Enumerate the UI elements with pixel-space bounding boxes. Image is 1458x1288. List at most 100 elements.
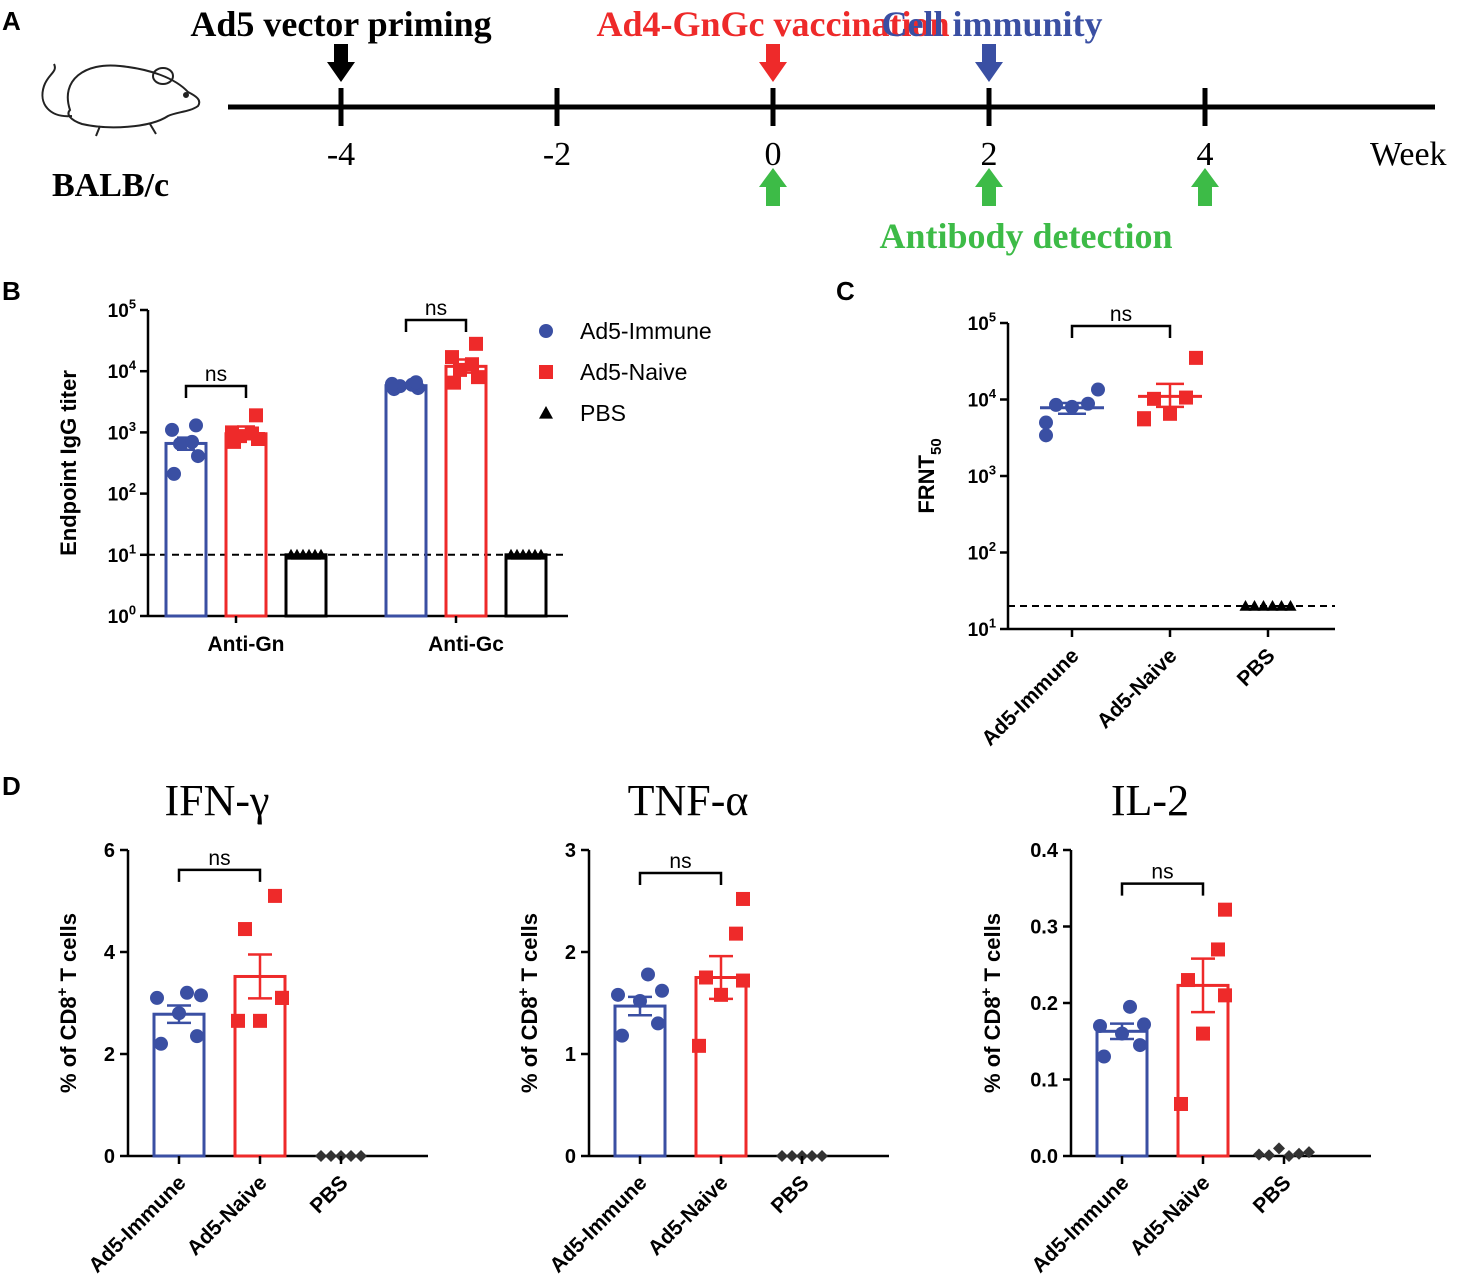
x-tick-label: PBS — [306, 1171, 353, 1218]
data-point — [1239, 599, 1252, 611]
data-point — [325, 1150, 337, 1162]
y-tick-label: 3 — [565, 840, 576, 862]
data-point — [776, 1150, 788, 1162]
data-point — [1049, 397, 1063, 412]
x-tick-label: Ad5-Naive — [183, 1171, 272, 1260]
y-tick-label: 0 — [565, 1146, 576, 1168]
antibody-detection-arrow — [759, 168, 787, 206]
panel-b-igg-titer: 100 101 102 103 104 105 Endpoint IgG titer Anti… — [56, 296, 712, 656]
data-point — [1266, 599, 1279, 611]
data-point — [471, 370, 485, 385]
timeline-tick-label: -2 — [543, 136, 571, 173]
data-point — [315, 1150, 327, 1162]
data-point — [1147, 391, 1161, 406]
bar-ad5-naive — [444, 364, 488, 618]
data-point — [611, 987, 625, 1002]
significance-label: ns — [1110, 303, 1132, 326]
y-axis-title: Endpoint IgG titer — [56, 370, 81, 556]
significance-bracket — [184, 384, 248, 398]
y-tick-label: 0.1 — [1030, 1070, 1058, 1092]
significance-label: ns — [205, 363, 227, 386]
data-point — [1065, 399, 1079, 414]
data-point — [385, 376, 399, 391]
legend-marker — [539, 365, 553, 379]
legend-label: Ad5-Immune — [580, 318, 712, 344]
data-point — [1283, 1150, 1295, 1162]
x-tick-label: PBS — [1249, 1171, 1296, 1218]
chart-title: TNF-α — [628, 776, 749, 825]
data-point — [651, 1016, 665, 1031]
cell-immunity-arrow — [975, 44, 1003, 82]
data-point — [409, 375, 423, 390]
data-point — [1284, 599, 1297, 611]
x-tick-label: Ad5-Immune — [84, 1171, 190, 1277]
data-point — [447, 375, 461, 390]
y-tick-label: 0 — [104, 1146, 115, 1168]
y-tick-label: 105 — [108, 296, 136, 322]
data-point — [194, 988, 208, 1003]
y-tick-label: 0.2 — [1030, 993, 1058, 1015]
significance-bracket — [1070, 324, 1172, 338]
data-point — [180, 985, 194, 1000]
data-point — [1303, 1146, 1315, 1159]
significance-label: ns — [208, 847, 230, 870]
data-point — [1137, 411, 1151, 426]
vaccination-label: Ad4-GnGc vaccination — [596, 4, 949, 44]
data-point — [453, 362, 467, 377]
data-point — [692, 1038, 706, 1053]
data-point — [445, 350, 459, 365]
panel-c-frnt50: 101 102 103 104 105 FRNT50 Ad5-Immune Ad5-Naive… — [914, 303, 1335, 750]
data-point — [1218, 902, 1232, 917]
data-point — [167, 466, 181, 481]
y-tick-label: 1 — [565, 1044, 576, 1066]
y-axis-title: % of CD8+ T cells — [54, 913, 81, 1093]
data-point — [1093, 1018, 1107, 1033]
data-point — [806, 1150, 818, 1162]
data-point — [1257, 599, 1270, 611]
y-tick-label: 101 — [968, 615, 996, 641]
data-point — [465, 357, 479, 372]
data-point — [275, 990, 289, 1005]
data-point — [253, 1013, 267, 1028]
y-tick-label: 2 — [104, 1044, 115, 1066]
panel-label-b: B — [2, 276, 21, 306]
y-tick-label: 6 — [104, 840, 115, 862]
data-point — [615, 1028, 629, 1043]
timeline-tick-label: 4 — [1197, 136, 1214, 173]
data-point — [1137, 1017, 1151, 1032]
mouse-icon — [41, 63, 201, 137]
y-tick-label: 0.0 — [1030, 1146, 1058, 1168]
data-point — [185, 434, 199, 449]
data-point — [154, 1036, 168, 1051]
data-point — [535, 548, 547, 560]
y-tick-label: 0.4 — [1030, 840, 1059, 862]
timeline-tick-label: 2 — [981, 136, 998, 173]
y-axis-title: % of CD8+ T cells — [978, 913, 1005, 1093]
y-tick-label: 100 — [108, 602, 136, 628]
data-point — [1218, 988, 1232, 1003]
data-point — [1275, 599, 1288, 611]
data-point — [1091, 382, 1105, 397]
data-point — [714, 987, 728, 1002]
y-tick-label: 0.3 — [1030, 917, 1058, 939]
data-point — [633, 993, 647, 1008]
data-point — [315, 548, 327, 560]
y-tick-label: 2 — [565, 942, 576, 964]
y-tick-label: 101 — [108, 541, 136, 567]
timeline-tick-label: -4 — [327, 136, 355, 173]
priming-label: Ad5 vector priming — [190, 4, 491, 44]
x-tick-label: Ad5-Naive — [644, 1171, 733, 1260]
x-tick-label: PBS — [1233, 644, 1280, 691]
chart-title: IFN-γ — [165, 776, 270, 825]
legend-marker — [539, 324, 553, 338]
x-tick-label: Anti-Gn — [208, 633, 285, 656]
x-tick-label: Anti-Gc — [428, 633, 504, 656]
data-point — [1293, 1147, 1305, 1160]
legend-label: PBS — [580, 400, 626, 426]
y-tick-label: 102 — [968, 539, 996, 565]
data-point — [355, 1150, 367, 1162]
antibody-detection-arrow — [1191, 168, 1219, 206]
timeline-panel: BALB/c -4 -2 0 2 4 Week Ad5 vector priming A… — [41, 4, 1447, 256]
bar-pbs — [284, 553, 328, 618]
